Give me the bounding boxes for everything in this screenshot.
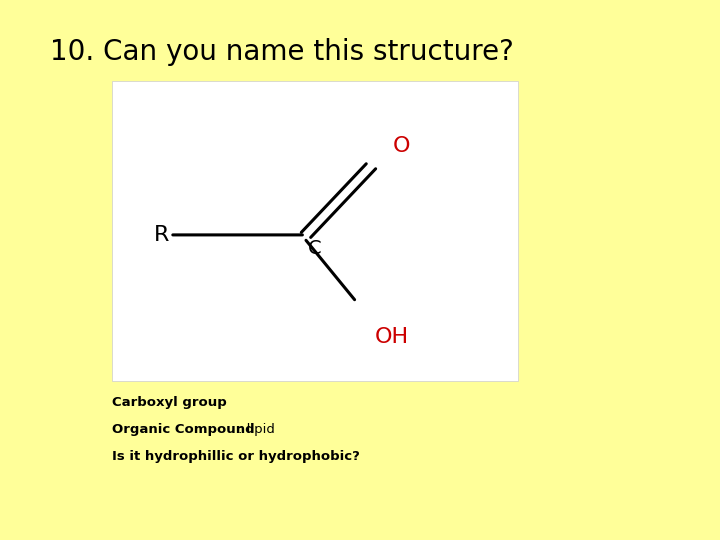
Text: Is it hydrophillic or hydrophobic?: Is it hydrophillic or hydrophobic? [112, 450, 359, 463]
FancyBboxPatch shape [112, 81, 518, 381]
Text: 10. Can you name this structure?: 10. Can you name this structure? [50, 38, 514, 66]
Text: O: O [392, 136, 410, 156]
Text: OH: OH [374, 327, 408, 347]
Text: C: C [308, 239, 322, 258]
Text: : lipid: : lipid [238, 423, 274, 436]
Text: R: R [154, 225, 169, 245]
Text: Carboxyl group: Carboxyl group [112, 396, 226, 409]
Text: Organic Compound: Organic Compound [112, 423, 254, 436]
